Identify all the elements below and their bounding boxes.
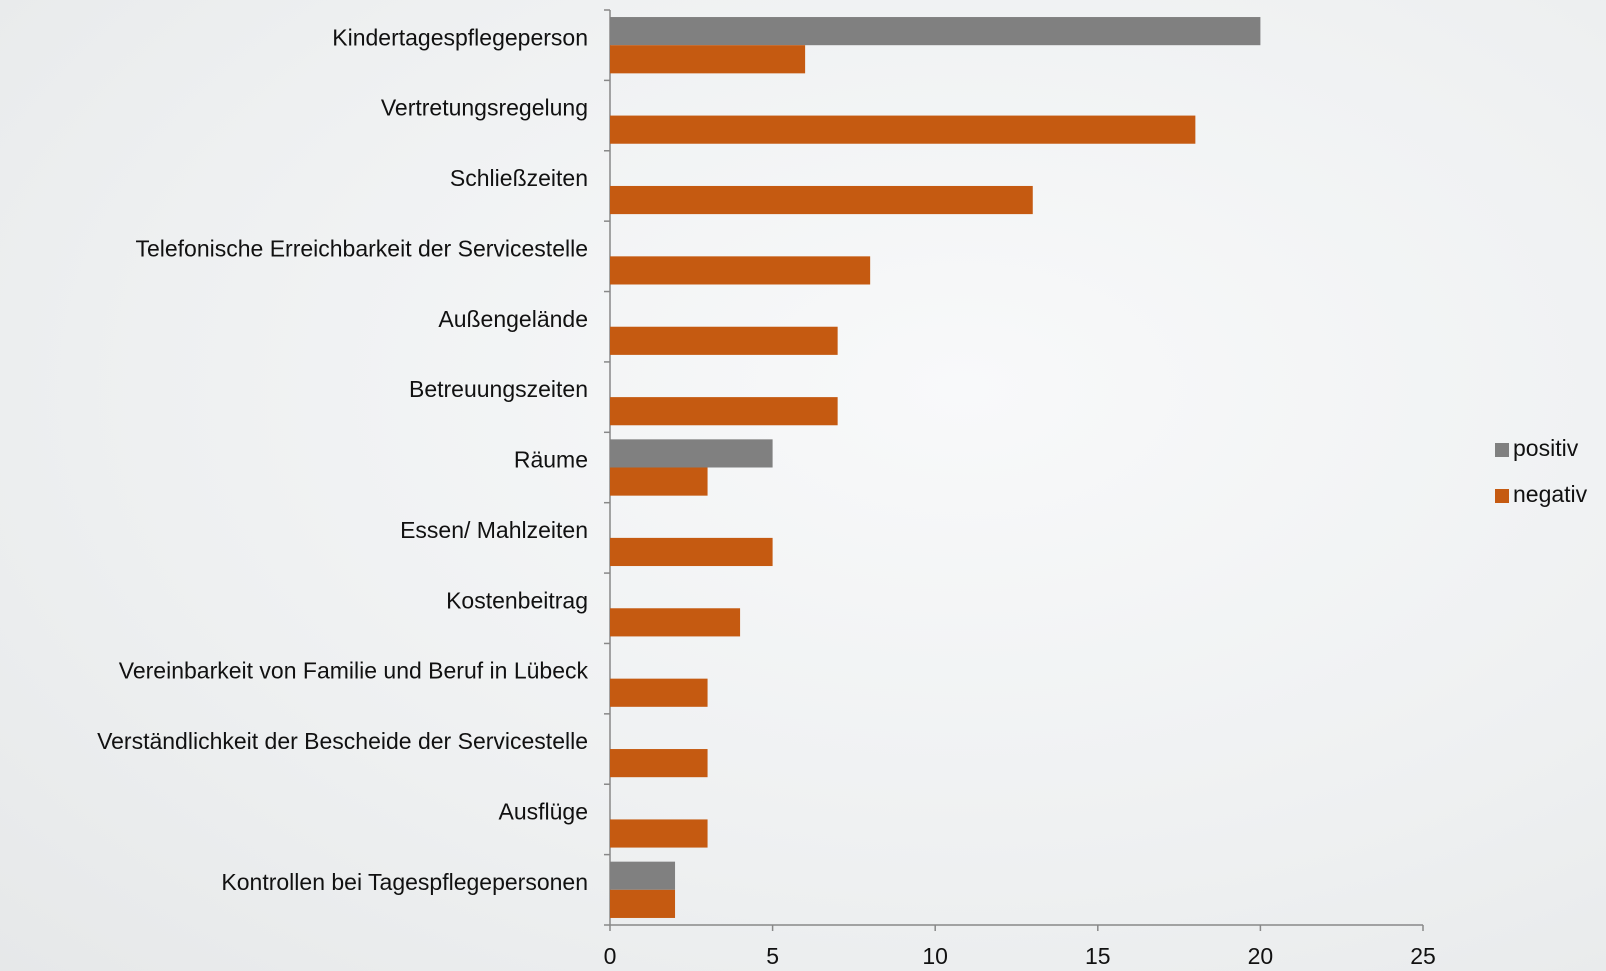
bar — [610, 17, 1261, 46]
x-tick-label: 20 — [1248, 943, 1274, 969]
legend-swatch — [1495, 443, 1509, 457]
legend-swatch — [1495, 489, 1509, 503]
y-tick-label: Vertretungsregelung — [381, 95, 588, 121]
y-tick-label: Kindertagespflegeperson — [332, 24, 588, 50]
y-tick-label: Kostenbeitrag — [446, 587, 588, 613]
bar — [610, 256, 871, 285]
x-tick-label: 15 — [1085, 943, 1111, 969]
y-tick-label: Essen/ Mahlzeiten — [400, 517, 588, 543]
x-tick-label: 5 — [766, 943, 779, 969]
bar — [610, 45, 806, 74]
bar — [610, 819, 708, 848]
legend-label: negativ — [1513, 481, 1588, 507]
bar — [610, 397, 838, 426]
bar — [610, 185, 1033, 215]
y-tick-label: Vereinbarkeit von Familie und Beruf in L… — [119, 658, 589, 684]
x-tick-label: 25 — [1410, 943, 1436, 969]
bar — [610, 537, 773, 567]
y-tick-label: Kontrollen bei Tagespflegepersonen — [221, 869, 588, 895]
y-tick-label: Telefonische Erreichbarkeit der Services… — [135, 235, 588, 261]
bar — [610, 608, 741, 637]
y-tick-label: Betreuungszeiten — [409, 376, 588, 402]
x-tick-label: 0 — [604, 943, 617, 969]
legend-label: positiv — [1513, 435, 1579, 461]
y-tick-label: Ausflüge — [498, 799, 588, 825]
x-tick-label: 10 — [922, 943, 948, 969]
y-tick-label: Außengelände — [438, 306, 588, 332]
bar — [610, 678, 708, 707]
bar — [610, 467, 708, 496]
y-tick-label: Schließzeiten — [450, 165, 588, 191]
bar — [610, 326, 838, 355]
y-tick-label: Verständlichkeit der Bescheide der Servi… — [97, 728, 588, 754]
bar — [610, 889, 676, 918]
bar — [610, 861, 676, 890]
bar — [610, 749, 708, 778]
y-tick-label: Räume — [514, 447, 588, 473]
bar — [610, 439, 773, 468]
bar — [610, 115, 1196, 144]
